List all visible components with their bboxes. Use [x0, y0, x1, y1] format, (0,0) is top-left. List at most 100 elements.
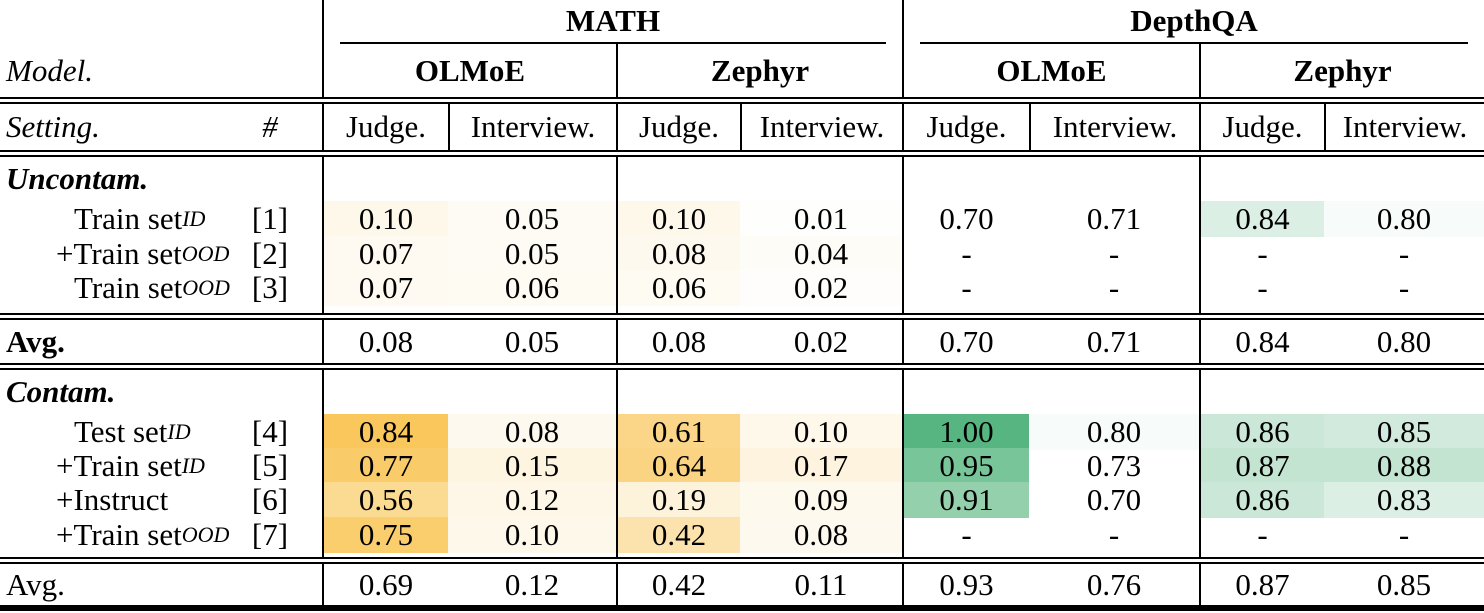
value-cell: 0.12 [448, 482, 616, 518]
value-cell: 0.83 [1324, 482, 1484, 518]
value-cell: 0.88 [1324, 448, 1484, 484]
metric-header: Interview. [1324, 104, 1484, 150]
value-cell: - [902, 270, 1029, 306]
value-cell: 0.70 [902, 201, 1029, 237]
value-cell: - [1199, 236, 1324, 272]
row-number: [2] [251, 236, 289, 271]
value-cell: - [1398, 517, 1410, 552]
value-cell: 0.12 [504, 566, 560, 602]
metric-header: Judge. [902, 104, 1029, 150]
row-label: +Train set OOD [56, 517, 230, 552]
value-cell: 0.86 [1199, 482, 1324, 518]
row-number: [3] [251, 270, 289, 305]
value-cell: 0.42 [616, 517, 740, 553]
value-cell: 0.71 [1086, 201, 1142, 236]
value-cell: 0.71 [1086, 323, 1142, 359]
table-row: +Train set ID [5] 0.77 0.15 0.64 0.17 0.9… [0, 448, 1484, 484]
section-header-uncontam: Uncontam. [0, 157, 1484, 201]
value-cell: 0.75 [322, 517, 448, 553]
double-rule [0, 363, 1484, 370]
value-cell: - [1108, 270, 1120, 305]
value-cell: 0.05 [504, 323, 560, 359]
row-label: +Train set ID [56, 448, 205, 483]
value-cell: 0.06 [448, 270, 616, 306]
section-title: Contam. [6, 374, 116, 409]
setting-row-label: Setting. [6, 109, 100, 144]
value-cell: 0.73 [1086, 448, 1142, 483]
value-cell: 0.84 [1199, 320, 1324, 363]
table-row: Test set ID [4] 0.84 0.08 0.61 0.10 1.00 … [0, 414, 1484, 450]
value-cell: 0.70 [902, 320, 1029, 363]
row-number: [6] [251, 482, 289, 517]
value-cell: - [1199, 270, 1324, 306]
benchmark-header-row: MATH DepthQA [0, 0, 1484, 44]
section-title: Uncontam. [6, 161, 149, 196]
value-cell: 0.10 [616, 201, 740, 237]
model-header-olmoe-math: OLMoE [322, 44, 616, 97]
double-rule [0, 150, 1484, 157]
model-header-row: Model. OLMoE Zephyr OLMoE Zephyr [0, 44, 1484, 97]
value-cell: 0.10 [740, 414, 902, 450]
row-number: [5] [251, 448, 289, 483]
value-cell: 0.77 [322, 448, 448, 484]
metric-header: Interview. [740, 104, 902, 150]
value-cell: 0.07 [322, 236, 448, 272]
value-cell: 0.69 [322, 564, 448, 605]
table-row: Train set OOD [3] 0.07 0.06 0.06 0.02 - -… [0, 270, 1484, 306]
row-spacer [0, 304, 1484, 313]
value-cell: 0.08 [322, 320, 448, 363]
row-label: Test set ID [74, 414, 191, 449]
value-cell: 0.08 [740, 517, 902, 553]
model-header-olmoe-depthqa: OLMoE [902, 44, 1199, 97]
value-cell: 0.70 [1086, 482, 1142, 517]
double-rule [0, 313, 1484, 320]
value-cell: 0.11 [794, 566, 848, 602]
count-col-label: # [262, 109, 278, 144]
benchmark-header-math: MATH [322, 0, 902, 44]
value-cell: 0.09 [740, 482, 902, 518]
table-row: +Train set OOD [7] 0.75 0.10 0.42 0.08 - … [0, 517, 1484, 553]
value-cell: 0.05 [448, 201, 616, 237]
value-cell: - [1398, 236, 1410, 271]
row-label: +Instruct [56, 482, 169, 517]
value-cell: - [902, 236, 1029, 272]
bottom-rule [0, 605, 1484, 611]
value-cell: 0.01 [740, 201, 902, 237]
row-number: [1] [251, 201, 289, 236]
value-cell: 0.02 [740, 270, 902, 306]
value-cell: 1.00 [902, 414, 1029, 450]
row-label: +Train set OOD [56, 236, 230, 271]
section-header-contam: Contam. [0, 370, 1484, 414]
value-cell: 0.84 [322, 414, 448, 450]
metric-header-row: Setting. # Judge. Interview. Judge. Inte… [0, 104, 1484, 150]
double-rule [0, 97, 1484, 104]
value-cell: 0.08 [616, 320, 740, 363]
value-cell: - [902, 517, 1029, 553]
metric-header: Interview. [448, 104, 616, 150]
row-label: Train set OOD [74, 270, 230, 305]
model-header-zephyr-math: Zephyr [616, 44, 902, 97]
table-row: +Train set OOD [2] 0.07 0.05 0.08 0.04 - … [0, 236, 1484, 272]
value-cell: 0.42 [616, 564, 740, 605]
value-cell: 0.05 [448, 236, 616, 272]
value-cell: 0.10 [322, 201, 448, 237]
value-cell: - [1108, 236, 1120, 271]
metric-header: Judge. [322, 104, 448, 150]
value-cell: 0.87 [1199, 564, 1324, 605]
value-cell: 0.86 [1199, 414, 1324, 450]
value-cell: - [1398, 270, 1410, 305]
benchmark-label: MATH [565, 3, 661, 38]
value-cell: 0.17 [740, 448, 902, 484]
value-cell: 0.61 [616, 414, 740, 450]
table-row: +Instruct [6] 0.56 0.12 0.19 0.09 0.91 0… [0, 482, 1484, 518]
row-number: [7] [251, 517, 289, 552]
value-cell: 0.15 [448, 448, 616, 484]
avg-row: Avg. 0.08 0.05 0.08 0.02 0.70 0.71 0.84 … [0, 320, 1484, 363]
table-row: Train set ID [1] 0.10 0.05 0.10 0.01 0.70… [0, 201, 1484, 237]
value-cell: 0.80 [1029, 414, 1199, 450]
model-row-label: Model. [6, 52, 93, 88]
value-cell: - [1108, 517, 1120, 552]
value-cell: 0.84 [1199, 201, 1324, 237]
value-cell: 0.80 [1376, 323, 1432, 359]
avg-label: Avg. [6, 323, 65, 359]
